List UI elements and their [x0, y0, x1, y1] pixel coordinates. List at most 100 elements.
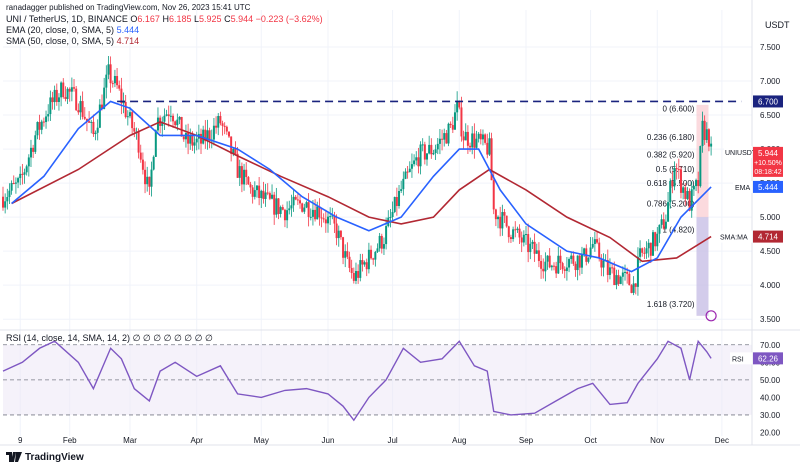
candle-body [348, 256, 351, 268]
candle-body [710, 143, 713, 147]
candle-body [503, 212, 506, 216]
sma-legend-label: SMA (50, close, 0, SMA, 5) [6, 36, 115, 46]
price-tick-label: 7.500 [760, 43, 781, 52]
candle-body [398, 190, 401, 207]
candle-body [77, 110, 80, 113]
candle-body [630, 285, 633, 293]
candle-body [492, 180, 495, 210]
candle-body [161, 121, 164, 126]
published-by: ranadagger published on TradingView.com,… [6, 3, 251, 12]
candle-body [51, 97, 54, 103]
candle-body [445, 133, 448, 144]
candle-body [118, 85, 121, 89]
tradingview-brand: TradingView [25, 452, 84, 463]
candle-body [643, 252, 646, 254]
sma-price-tag [753, 230, 783, 243]
ohlc-h-label: H [162, 14, 169, 24]
candle-body [462, 136, 465, 141]
candle-body [654, 232, 657, 247]
candle-body [19, 173, 22, 179]
candle-body [92, 121, 95, 135]
candle-body [141, 159, 144, 170]
tradingview-logo[interactable]: TradingView [6, 452, 84, 463]
candle-body [271, 194, 274, 199]
candle-body [103, 87, 106, 109]
ema-tag-name: EMA [735, 185, 751, 192]
ohlc-o-label: O [130, 14, 138, 24]
candle-body [75, 88, 78, 111]
candle-body [311, 209, 314, 217]
candle-body [559, 255, 562, 264]
price-tick-label: 4.000 [760, 281, 781, 290]
candle-body [148, 176, 151, 187]
candle-body [669, 181, 672, 203]
candle-body [281, 207, 284, 210]
candle-body [365, 262, 368, 270]
candle-body [576, 255, 579, 271]
rsi-legend[interactable]: RSI (14, close, 14, SMA, 14, 2) ∅ ∅ ∅ ∅ … [6, 333, 213, 344]
candle-body [309, 216, 312, 218]
candle-body [374, 251, 377, 260]
candle-body [692, 186, 695, 190]
sma-50-line [11, 120, 712, 263]
candle-body [152, 156, 155, 170]
candle-body [29, 147, 32, 158]
candle-body [42, 121, 45, 123]
candle-body [62, 82, 65, 98]
candle-body [529, 243, 532, 253]
candle-body [695, 180, 698, 187]
candle-body [367, 249, 370, 270]
candle-body [165, 114, 168, 116]
candle-body [344, 251, 347, 258]
candle-body [111, 83, 114, 85]
ohlc-open: 6.167 [137, 14, 160, 24]
sma-legend[interactable]: SMA (50, close, 0, SMA, 5) 4.714 [6, 36, 139, 47]
candle-body [447, 123, 450, 144]
candle-body [370, 249, 373, 259]
candle-body [552, 265, 555, 267]
candle-body [535, 250, 538, 254]
candle-body [537, 250, 540, 262]
candle-body [662, 219, 665, 229]
candle-body [303, 207, 306, 212]
candle-body [57, 97, 60, 103]
symbol-legend[interactable]: UNI / TetherUS, 1D, BINANCE O6.167 H6.18… [6, 14, 323, 25]
candle-body [568, 259, 571, 268]
price-tick-label: 4.500 [760, 247, 781, 256]
ema-legend[interactable]: EMA (20, close, 0, SMA, 5) 5.444 [6, 25, 139, 36]
time-tick-label: 9 [18, 436, 23, 445]
candle-body [514, 229, 517, 231]
fib-zone-lower [696, 217, 709, 316]
candle-body [647, 242, 650, 249]
candle-body [258, 185, 261, 198]
candle-body [555, 266, 558, 274]
candle-body [667, 202, 670, 222]
candle-body [475, 138, 478, 148]
candle-body [540, 261, 543, 269]
candle-body [430, 144, 433, 155]
candle-body [376, 248, 379, 252]
candle-body [212, 125, 215, 140]
rsi-tick-label: 30.00 [760, 411, 781, 420]
candle-body [189, 135, 192, 144]
candle-body [60, 82, 63, 98]
candle-body [600, 258, 603, 268]
candle-body [679, 169, 682, 193]
fib-level-label: 0.786 (5.200) [647, 200, 695, 209]
candle-body [385, 226, 388, 245]
candle-body [509, 237, 512, 240]
candle-body [247, 177, 250, 185]
sma-price-value: 4.714 [758, 233, 779, 242]
candle-body [260, 190, 263, 198]
candle-body [288, 208, 291, 211]
candle-body [596, 239, 599, 243]
candle-body [563, 269, 566, 271]
time-tick-label: Sep [519, 436, 534, 445]
candle-body [361, 260, 364, 265]
candle-body [146, 176, 149, 185]
price-tag-name: UNIUSDT [725, 150, 757, 157]
candle-body [279, 207, 282, 214]
candle-body [606, 260, 609, 275]
candle-body [335, 223, 338, 239]
ema-legend-value: 5.444 [116, 25, 140, 35]
